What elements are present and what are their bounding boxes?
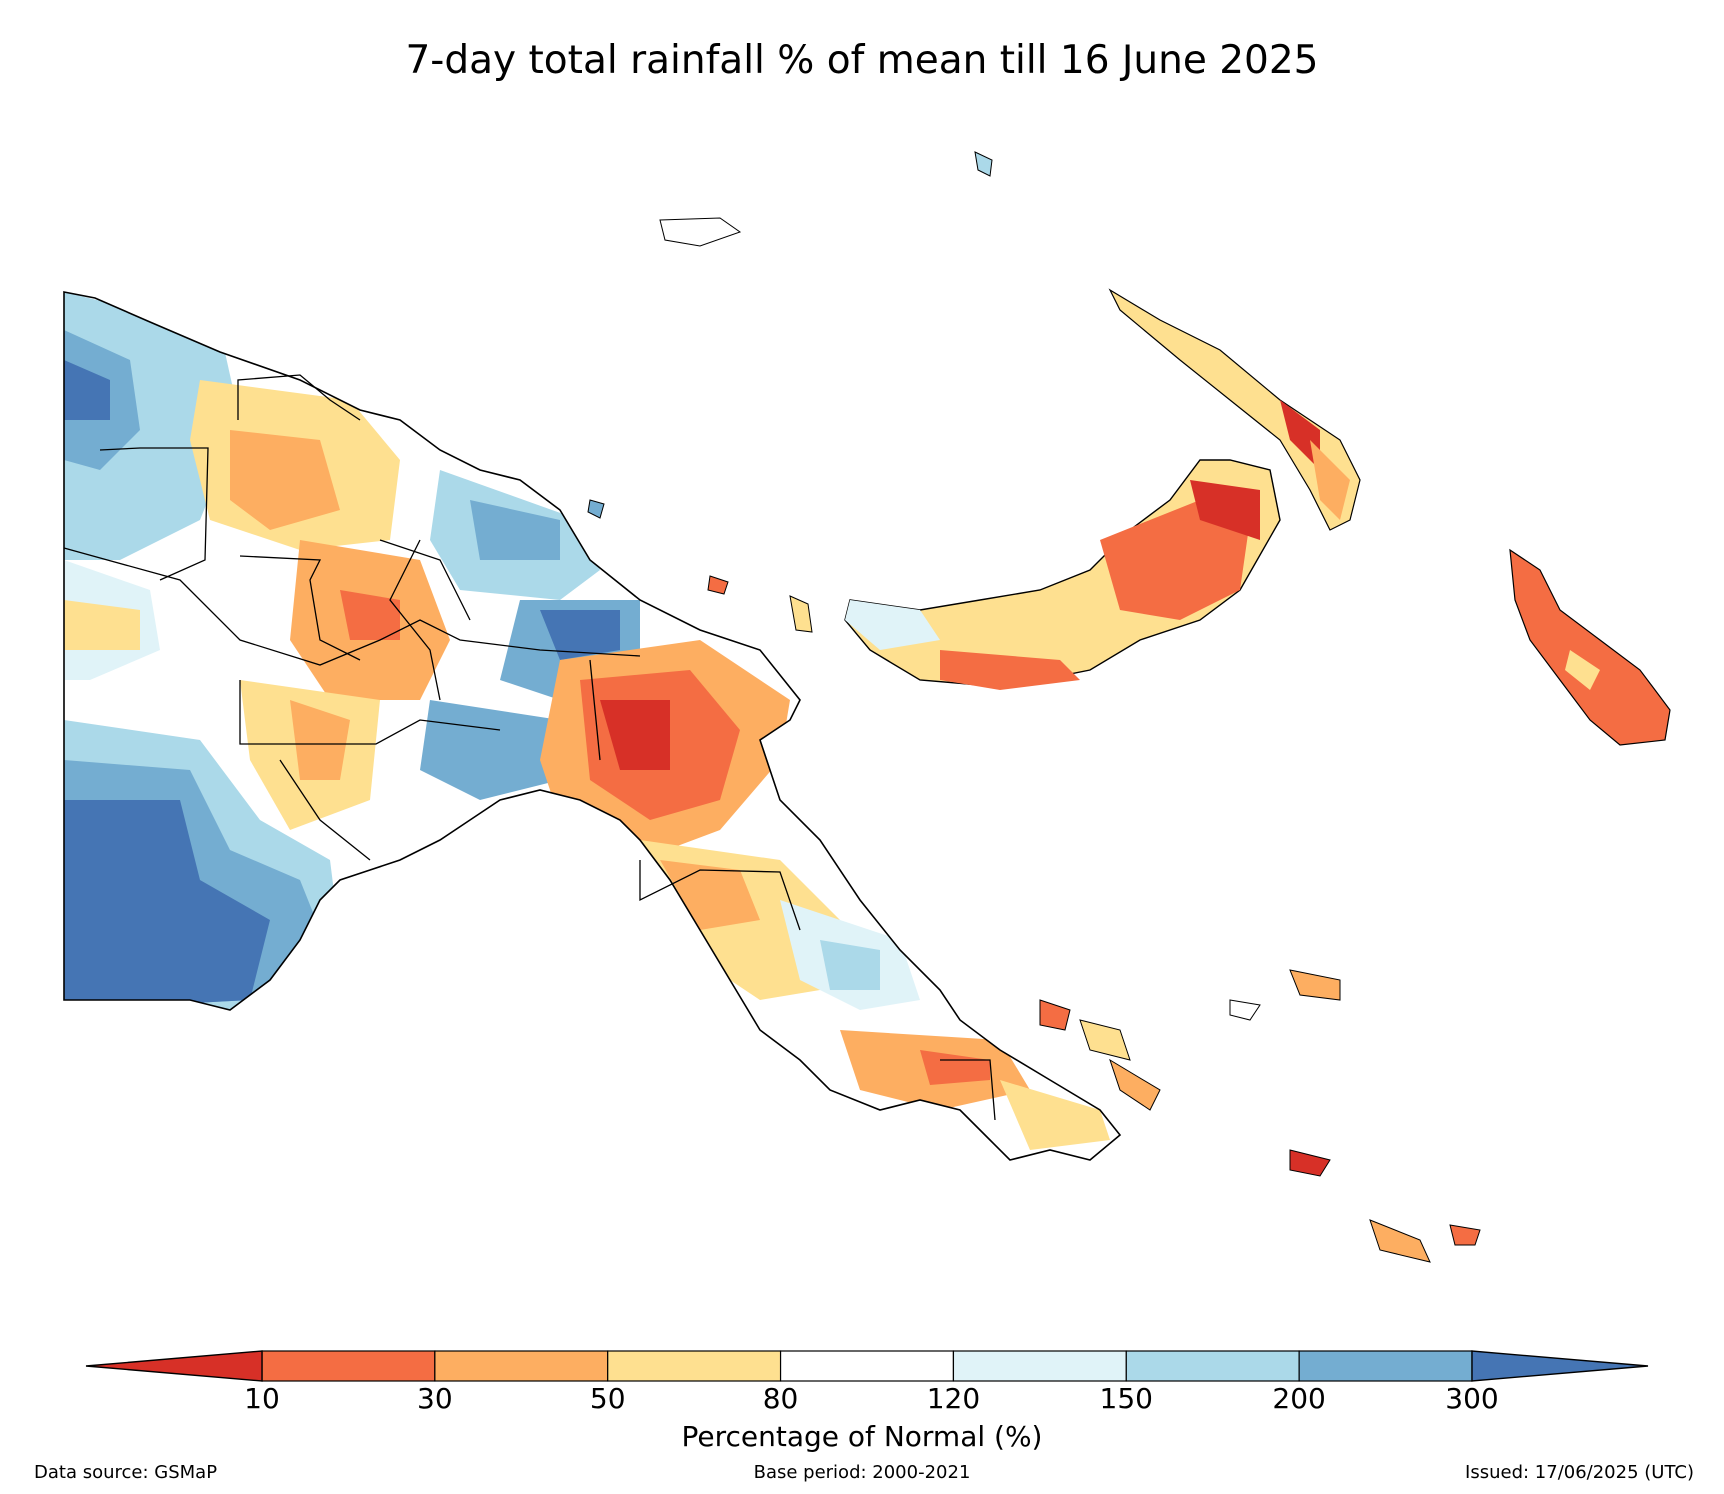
colorbar-bin bbox=[261, 1350, 436, 1382]
new-britain-island bbox=[844, 459, 1281, 690]
colorbar-bin bbox=[1125, 1350, 1300, 1382]
colorbar-bin bbox=[779, 1350, 955, 1382]
colorbar-bin bbox=[952, 1350, 1127, 1382]
colorbar-tick-label: 300 bbox=[1445, 1382, 1499, 1415]
colorbar-tick-label: 30 bbox=[417, 1382, 453, 1415]
colorbar-bin bbox=[607, 1350, 782, 1382]
colorbar-tick-label: 150 bbox=[1099, 1382, 1154, 1415]
bougainville-island bbox=[1509, 548, 1671, 746]
data-source-note: Data source: GSMaP bbox=[34, 1462, 218, 1483]
colorbar-tick-label: 80 bbox=[762, 1382, 799, 1415]
colorbar-bins bbox=[261, 1350, 1473, 1382]
colorbar-bin bbox=[1298, 1350, 1473, 1382]
map-title: 7-day total rainfall % of mean till 16 J… bbox=[405, 38, 1319, 83]
colorbar-right-arrow bbox=[1471, 1350, 1649, 1382]
colorbar-label: Percentage of Normal (%) bbox=[681, 1420, 1043, 1453]
colorbar-tick-label: 50 bbox=[589, 1382, 626, 1415]
base-period-note: Base period: 2000-2021 bbox=[753, 1462, 971, 1483]
colorbar-tick-label: 200 bbox=[1272, 1382, 1326, 1415]
small-islands bbox=[587, 151, 1481, 1263]
issued-date-note: Issued: 17/06/2025 (UTC) bbox=[1465, 1462, 1694, 1483]
colorbar-left-arrow bbox=[85, 1350, 263, 1382]
rainfall-map bbox=[63, 151, 1671, 1263]
colorbar-bin bbox=[434, 1350, 609, 1382]
new-ireland-island bbox=[1108, 288, 1361, 531]
colorbar bbox=[85, 1350, 1649, 1382]
colorbar-tick-label: 10 bbox=[244, 1382, 280, 1415]
mainland bbox=[63, 291, 1122, 1161]
colorbar-tick-label: 120 bbox=[926, 1382, 981, 1415]
